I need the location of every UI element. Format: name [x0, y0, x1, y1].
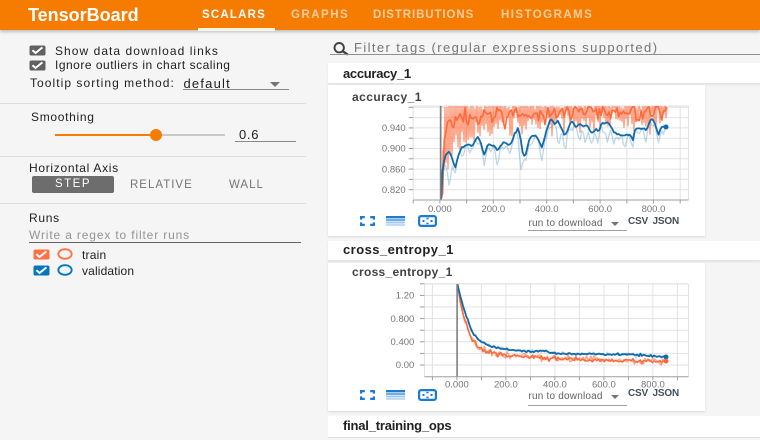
svg-text:200.0: 200.0 [494, 379, 518, 390]
svg-text:0.400: 0.400 [390, 337, 414, 348]
svg-text:0.800: 0.800 [390, 313, 414, 324]
svg-text:800.0: 800.0 [641, 379, 665, 390]
svg-text:200.0: 200.0 [481, 204, 505, 215]
svg-text:0.940: 0.940 [381, 123, 405, 134]
svg-text:0.000: 0.000 [445, 379, 469, 390]
svg-text:0.860: 0.860 [381, 164, 405, 175]
svg-text:0.00: 0.00 [395, 360, 414, 371]
svg-text:600.0: 600.0 [592, 379, 616, 390]
svg-text:0.000: 0.000 [428, 204, 452, 215]
svg-text:400.0: 400.0 [534, 204, 558, 215]
svg-text:0.900: 0.900 [381, 143, 405, 154]
svg-text:600.0: 600.0 [588, 204, 612, 215]
svg-text:800.0: 800.0 [641, 204, 665, 215]
svg-text:400.0: 400.0 [543, 379, 567, 390]
svg-text:0.820: 0.820 [381, 184, 405, 195]
svg-text:1.20: 1.20 [395, 290, 414, 301]
